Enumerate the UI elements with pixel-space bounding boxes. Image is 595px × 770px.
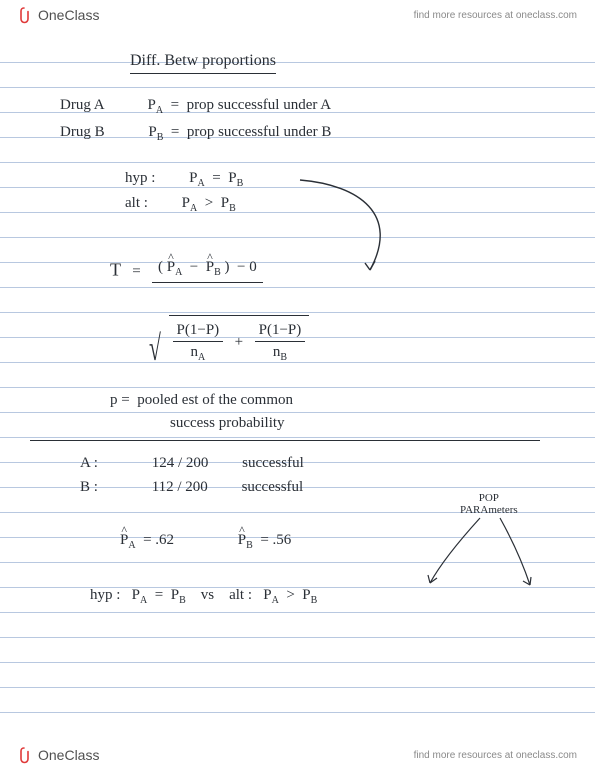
p-definition: p = pooled est of the common (110, 390, 575, 411)
arrow-pop-params (440, 515, 560, 595)
hypothesis-line: hyp : PA = PB (125, 168, 575, 191)
footer-tagline: find more resources at oneclass.com (414, 750, 577, 761)
drug-a-line: Drug A PA = prop successful under A (60, 95, 575, 118)
alternative-line: alt : PA > PB (125, 193, 575, 216)
drug-b-line: Drug B PB = prop successful under B (60, 122, 575, 145)
phat-values: PA = .62 PB = .56 (120, 530, 575, 553)
pop-parameters-annotation: POP PARAmeters (460, 492, 518, 516)
hyp-vs-alt-line: hyp : PA = PB vs alt : PA > PB (90, 585, 575, 608)
brand-logo: OneClass (18, 6, 99, 24)
clip-icon (18, 6, 36, 24)
notebook-paper: OneClass find more resources at oneclass… (0, 0, 595, 770)
sample-a-line: A : 124 / 200 successful (80, 453, 575, 474)
brand-logo-footer: OneClass (18, 746, 99, 764)
separator-line (30, 440, 540, 441)
header-tagline: find more resources at oneclass.com (414, 10, 577, 21)
page-title: Diff. Betw proportions (130, 50, 575, 74)
brand-name-footer: OneClass (38, 747, 99, 763)
t-denominator: √ P(1−P) nA + P(1−P) nB (145, 315, 575, 365)
t-statistic: T = ( PA − PB ) − 0 (110, 255, 575, 289)
clip-icon (18, 746, 36, 764)
brand-name: OneClass (38, 7, 99, 23)
handwritten-notes: Diff. Betw proportions Drug A PA = prop … (40, 40, 575, 730)
p-definition-2: success probability (170, 413, 575, 434)
page-header: OneClass find more resources at oneclass… (0, 0, 595, 30)
page-footer: OneClass find more resources at oneclass… (0, 740, 595, 770)
